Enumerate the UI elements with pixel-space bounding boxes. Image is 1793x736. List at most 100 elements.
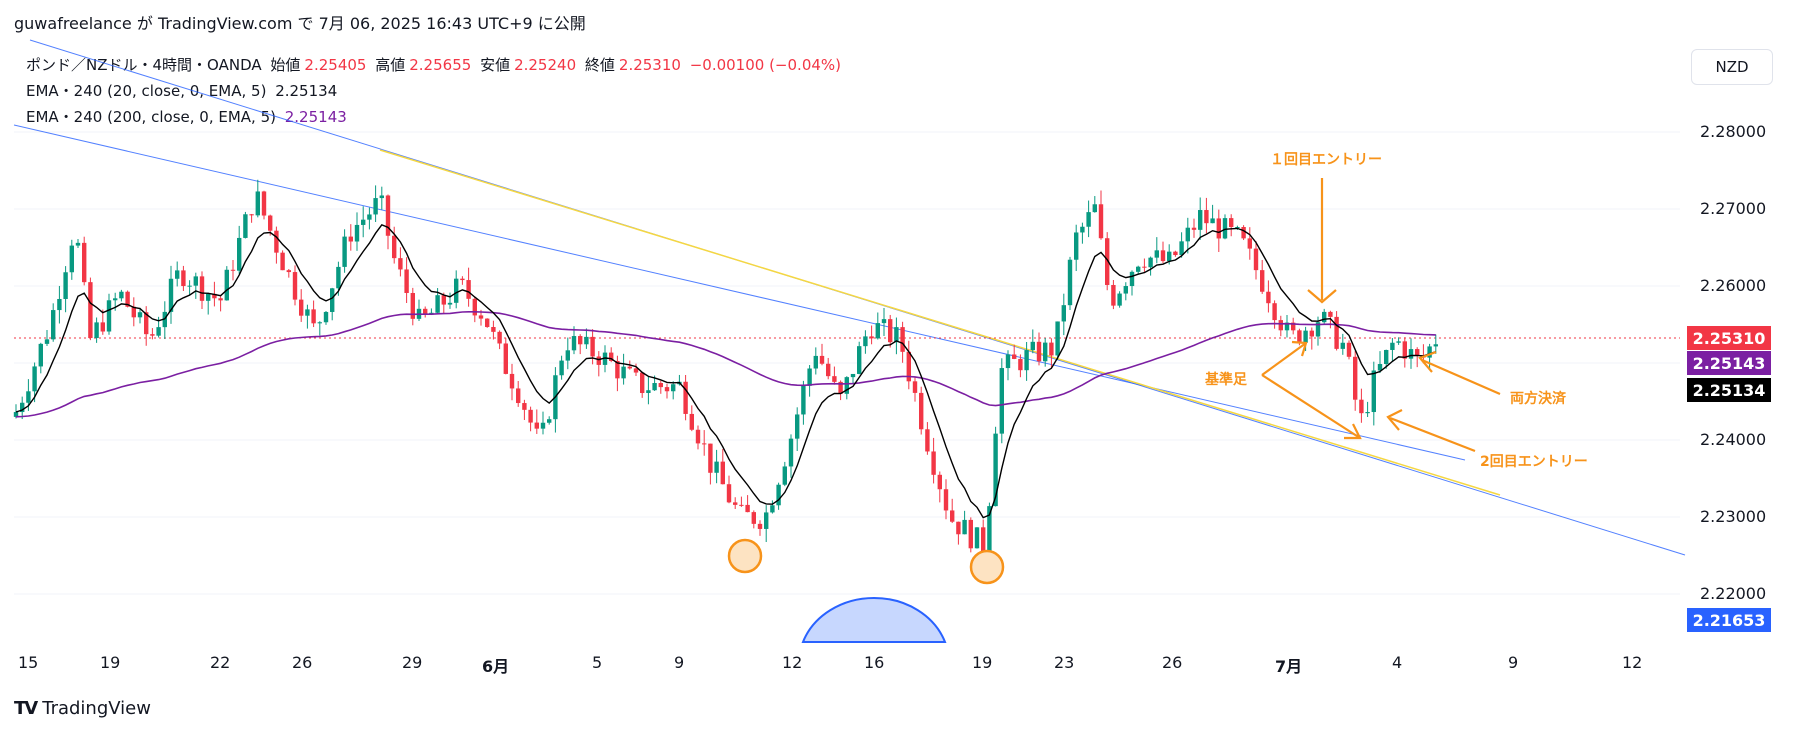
candle-body <box>1036 341 1042 362</box>
candle-body <box>906 351 911 382</box>
candle-body <box>1148 257 1153 268</box>
candle-body <box>299 299 304 316</box>
ema200-legend[interactable]: EMA・240 (200, close, 0, EMA, 5) 2.25143 <box>26 108 347 126</box>
candle-body <box>633 368 639 373</box>
swing-low-marker-2 <box>969 549 1005 585</box>
candle-body <box>522 403 527 410</box>
candle-body <box>162 311 167 328</box>
exit-arrow <box>1421 358 1501 396</box>
candle-body <box>1433 344 1438 347</box>
candle-body <box>1402 341 1407 359</box>
candle-body <box>807 368 812 386</box>
time-axis-label: 5 <box>592 653 603 672</box>
candle-body <box>782 466 787 485</box>
candle-body <box>460 278 465 281</box>
time-axis-label: 16 <box>864 653 885 672</box>
candle-body <box>671 384 676 392</box>
candle-body <box>1111 284 1116 306</box>
candle-body <box>88 282 93 339</box>
candle-body <box>844 377 849 394</box>
candle-body <box>311 309 316 324</box>
candle-body <box>931 451 936 475</box>
candle-body <box>447 302 453 305</box>
candle-body <box>1377 364 1383 371</box>
candle-body <box>956 521 961 535</box>
candle-body <box>181 270 186 287</box>
candle-body <box>640 372 645 394</box>
candle-body <box>733 502 738 505</box>
candle-body <box>286 270 291 273</box>
candle-body <box>770 505 775 513</box>
candle-body <box>726 484 732 503</box>
base-arrow-down <box>1261 374 1361 439</box>
candle-body <box>255 191 260 216</box>
candle-body <box>1266 291 1271 304</box>
candle-body <box>1396 341 1401 343</box>
candle-body <box>602 352 608 365</box>
candle-body <box>962 519 967 535</box>
candle-body <box>1185 227 1190 242</box>
candle-body <box>720 461 725 485</box>
candle-body <box>776 484 781 506</box>
candle-body <box>1284 322 1290 331</box>
symbol-name[interactable]: ポンド／NZドル・4時間・OANDA <box>26 56 262 74</box>
candle-body <box>20 402 25 413</box>
change-value: −0.00100 (−0.04%) <box>689 56 842 74</box>
price-axis-label: 2.24000 <box>1700 430 1767 449</box>
candle-body <box>212 293 217 299</box>
candle-body <box>1005 354 1011 369</box>
candle-body <box>106 300 112 332</box>
candle-body <box>274 230 279 253</box>
candle-body <box>125 291 130 307</box>
candle-body <box>993 433 998 507</box>
candle-body <box>1154 250 1159 258</box>
candle-body <box>1303 330 1308 343</box>
candle-body <box>757 523 763 529</box>
tradingview-logo[interactable]: 𝗧𝗩 TradingView <box>14 698 151 719</box>
candle-body <box>683 381 688 414</box>
ema20-value: 2.25134 <box>275 82 338 100</box>
candle-body <box>361 219 366 225</box>
candle-body <box>615 360 620 379</box>
candle-body <box>1278 320 1283 331</box>
candle-body <box>503 343 508 374</box>
candle-body <box>875 323 880 339</box>
price-axis-label: 2.26000 <box>1700 276 1767 295</box>
candle-body <box>51 310 56 340</box>
candle-body <box>695 429 701 444</box>
candle-body <box>708 443 713 473</box>
price-tag: 2.21653 <box>1687 608 1771 632</box>
low-value: 2.25240 <box>514 56 577 74</box>
annotation-entry1: １回目エントリー <box>1270 152 1382 168</box>
candle-body <box>1030 341 1035 351</box>
candle-body <box>1222 218 1228 239</box>
candle-body <box>1167 251 1172 262</box>
tv-logo-icon: 𝗧𝗩 <box>14 698 38 719</box>
candle-body <box>206 293 211 301</box>
candle-body <box>478 315 484 319</box>
candle-body <box>305 309 310 316</box>
candle-body <box>1142 266 1147 268</box>
ema20-legend[interactable]: EMA・240 (20, close, 0, EMA, 5) 2.25134 <box>26 82 338 100</box>
candle-body <box>168 278 174 312</box>
ohlc-legend: ポンド／NZドル・4時間・OANDA 始値 2.25405 高値 2.25655 安… <box>26 56 842 74</box>
candle-body <box>1129 271 1135 287</box>
currency-button[interactable]: NZD <box>1691 49 1773 85</box>
candle-body <box>1123 286 1128 294</box>
candle-body <box>1297 330 1302 343</box>
candle-body <box>1322 311 1327 323</box>
candle-body <box>237 237 242 271</box>
candle-body <box>1191 227 1197 230</box>
candle-body <box>199 276 205 301</box>
candle-body <box>1198 210 1203 230</box>
time-axis-label: 15 <box>18 653 39 672</box>
candle-body <box>336 266 341 289</box>
candle-body <box>410 292 415 319</box>
candle-body <box>1173 251 1178 256</box>
candle-body <box>243 214 248 238</box>
candle-body <box>646 390 651 394</box>
candle-body <box>404 269 409 293</box>
candle-body <box>739 504 744 506</box>
time-axis-label: 12 <box>1622 653 1643 672</box>
candle-body <box>658 383 663 388</box>
